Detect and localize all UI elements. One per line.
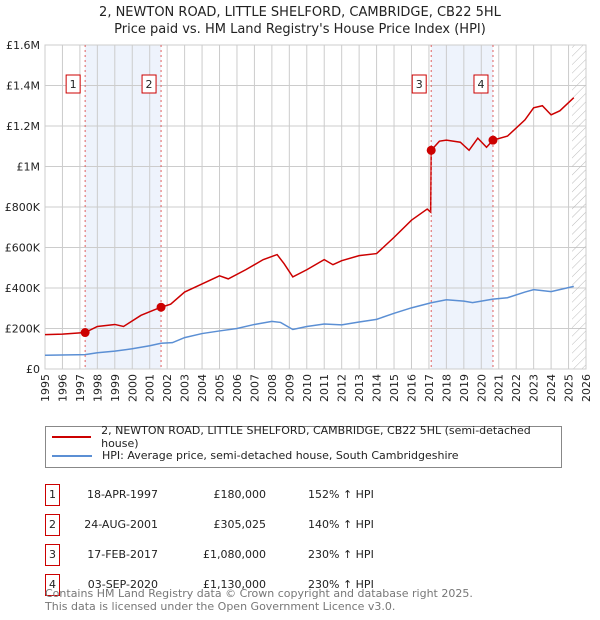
sale-label-box	[473, 74, 489, 94]
sale-label: 4	[477, 78, 484, 91]
legend: 2, NEWTON ROAD, LITTLE SHELFORD, CAMBRID…	[45, 423, 562, 468]
sale-hpi: 230% ↑ HPI	[308, 578, 374, 591]
x-tick-label: 2025	[563, 374, 576, 402]
title-line-2: Price paid vs. HM Land Registry's House …	[114, 22, 486, 37]
price-chart: 1995 1996 1997 1998 1999 2000 2001 2002 2003 2004…	[5, 39, 593, 402]
x-tick-label: 2004	[196, 374, 209, 402]
x-tick-label: 2009	[283, 374, 296, 402]
sale-row: 2 24-AUG-2001 £305,025 140% ↑ HPI	[45, 514, 445, 536]
sale-point	[80, 328, 90, 338]
series-line-hpi	[44, 285, 574, 356]
x-tick-label: 2011	[318, 374, 331, 402]
x-tick-label: 2016	[405, 374, 418, 402]
y-tick-label: £1.4M	[6, 80, 40, 93]
x-tick-label: 2018	[440, 374, 453, 402]
title-line-1: 2, NEWTON ROAD, LITTLE SHELFORD, CAMBRID…	[99, 5, 501, 20]
sale-date: 17-FEB-2017	[87, 548, 158, 561]
sale-date: 18-APR-1997	[86, 488, 158, 501]
sale-number: 3	[45, 544, 60, 566]
sale-label: 2	[146, 78, 153, 91]
sale-price: £1,080,000	[203, 548, 266, 561]
x-tick-label: 2021	[493, 374, 506, 402]
x-tick-label: 1996	[56, 374, 69, 402]
y-tick-label: £1M	[17, 161, 41, 174]
y-tick-label: £1.6M	[6, 39, 40, 52]
sale-point	[426, 145, 436, 155]
sale-label-box	[411, 74, 427, 94]
y-tick-label: £400K	[5, 282, 41, 295]
footer: Contains HM Land Registry data © Crown c…	[45, 587, 473, 613]
y-tick-label: £800K	[5, 201, 41, 214]
x-tick-label: 2014	[371, 374, 384, 402]
forecast-hatch	[572, 45, 586, 369]
x-tick-label: 2008	[266, 374, 279, 402]
legend-label-property: 2, NEWTON ROAD, LITTLE SHELFORD, CAMBRID…	[101, 423, 531, 450]
x-tick-label: 1998	[91, 374, 104, 402]
sale-label-box	[65, 74, 81, 94]
y-tick-label: £200K	[5, 323, 41, 336]
x-tick-label: 1999	[109, 374, 122, 402]
footer-line-1: Contains HM Land Registry data © Crown c…	[45, 587, 473, 600]
sale-date: 24-AUG-2001	[84, 518, 158, 531]
x-tick-label: 2010	[301, 374, 314, 402]
legend-red-line	[52, 435, 92, 438]
x-tick-label: 2012	[336, 374, 349, 402]
x-tick-label: 2017	[423, 374, 436, 402]
chart-title: 2, NEWTON ROAD, LITTLE SHELFORD, CAMBRID…	[0, 4, 600, 38]
y-tick-label: £0	[26, 363, 40, 376]
sale-hpi: 140% ↑ HPI	[308, 518, 374, 531]
sale-label: 3	[416, 78, 423, 91]
x-tick-label: 1997	[74, 374, 87, 402]
sale-price: £1,130,000	[203, 578, 266, 591]
x-tick-label: 2005	[214, 374, 227, 402]
y-tick-label: £600K	[5, 242, 41, 255]
sale-number: 1	[45, 484, 60, 506]
sale-row: 4 03-SEP-2020 £1,130,000 230% ↑ HPI	[45, 574, 445, 596]
legend-blue-line	[52, 454, 92, 457]
sale-label: 1	[70, 78, 77, 91]
x-tick-label: 2001	[144, 374, 157, 402]
x-tick-label: 2022	[510, 374, 523, 402]
x-tick-label: 2007	[248, 374, 261, 402]
x-tick-label: 2000	[126, 374, 139, 402]
sale-number: 4	[45, 574, 60, 596]
y-tick-label: £1.2M	[6, 120, 40, 133]
x-tick-label: 2015	[388, 374, 401, 402]
sale-label-box	[141, 74, 157, 94]
sale-point	[156, 302, 166, 312]
sale-row: 1 18-APR-1997 £180,000 152% ↑ HPI	[45, 484, 445, 506]
x-tick-label: 2023	[528, 374, 541, 402]
legend-label-hpi: HPI: Average price, semi-detached house,…	[102, 449, 459, 462]
x-tick-label: 1995	[39, 374, 52, 402]
sale-number: 2	[45, 514, 60, 536]
footer-line-2: This data is licensed under the Open Gov…	[45, 600, 396, 613]
x-tick-label: 2003	[179, 374, 192, 402]
x-tick-label: 2020	[475, 374, 488, 402]
sale-point	[488, 135, 498, 145]
sale-price: £180,000	[213, 488, 267, 501]
x-tick-label: 2026	[580, 374, 593, 402]
sale-date: 03-SEP-2020	[87, 578, 158, 591]
x-tick-label: 2024	[545, 374, 558, 402]
sale-hpi: 152% ↑ HPI	[308, 488, 374, 501]
x-tick-label: 2013	[353, 374, 366, 402]
sale-hpi: 230% ↑ HPI	[308, 548, 374, 561]
sale-row: 3 17-FEB-2017 £1,080,000 230% ↑ HPI	[45, 544, 445, 566]
plot-border	[44, 44, 587, 370]
x-tick-label: 2006	[231, 374, 244, 402]
x-tick-label: 2019	[458, 374, 471, 402]
sale-price: £305,025	[213, 518, 267, 531]
x-tick-label: 2002	[161, 374, 174, 402]
